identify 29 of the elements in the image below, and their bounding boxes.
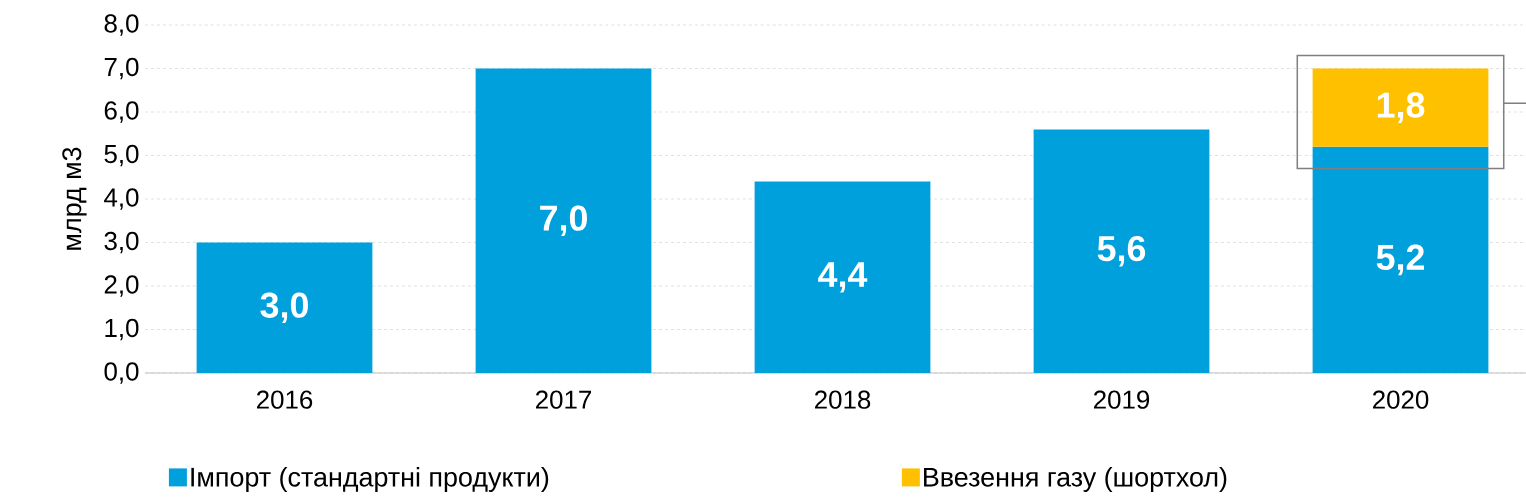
data-label: 1,8 <box>1377 92 1425 123</box>
data-label: 4,4 <box>818 262 868 293</box>
data-label: 7,0 <box>540 205 587 237</box>
x-tick-label: 2018 <box>814 390 871 409</box>
bar <box>1033 129 1210 373</box>
bar <box>1312 68 1489 147</box>
legend-label: Ввезення газу (шортхол) <box>924 466 1227 492</box>
bar <box>754 181 931 373</box>
data-label: 5,6 <box>1097 235 1146 267</box>
y-axis-title: млрд м3 <box>62 147 87 250</box>
y-tick-label: 2,0 <box>104 275 139 297</box>
bar <box>475 68 652 373</box>
data-label: 3,0 <box>260 292 308 324</box>
y-tick-label: 1,0 <box>105 318 139 341</box>
data-label: 5,2 <box>1376 244 1424 276</box>
bar <box>1312 146 1489 373</box>
y-tick-label: 4,0 <box>104 188 139 210</box>
x-tick-label: 2017 <box>535 390 592 409</box>
y-tick-label: 7,0 <box>104 57 139 80</box>
bar <box>196 242 373 373</box>
y-tick-label: 5,0 <box>104 144 139 167</box>
x-tick-label: 2019 <box>1093 390 1150 409</box>
y-tick-label: 3,0 <box>104 231 139 254</box>
y-tick-label: 0,0 <box>104 362 139 384</box>
x-tick-label: 2020 <box>1372 390 1429 409</box>
x-tick-label: 2016 <box>256 390 313 409</box>
legend-label: Імпорт (стандартні продукти) <box>191 466 549 492</box>
y-tick-label: 6,0 <box>104 101 139 123</box>
y-tick-label: 8,0 <box>104 14 139 36</box>
